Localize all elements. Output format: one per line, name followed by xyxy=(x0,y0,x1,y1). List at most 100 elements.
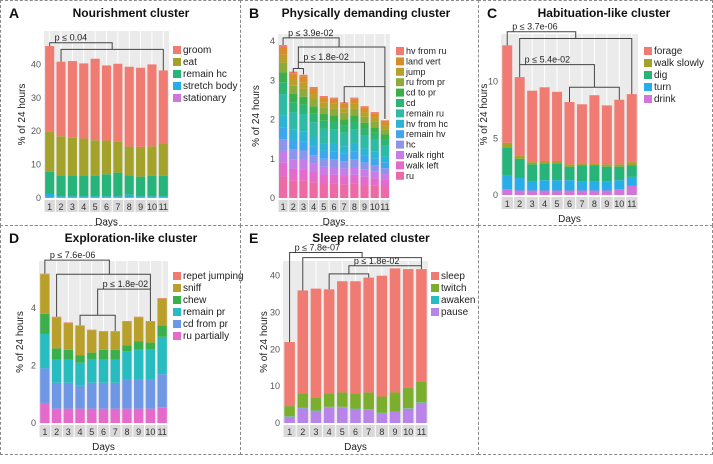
bar-segment-remain-hc xyxy=(147,175,157,197)
legend-swatch xyxy=(396,161,404,170)
bar-segment-sleep xyxy=(402,269,414,389)
bar-segment-hv-from-ru xyxy=(350,97,359,99)
bar-segment-walk-slowly xyxy=(527,162,538,165)
x-tick-label: 10 xyxy=(614,199,624,209)
bar-segment-dig xyxy=(552,163,563,181)
bar-segment-remain-ru xyxy=(329,129,339,144)
y-tick-label: 0 xyxy=(270,193,275,203)
significance-bracket xyxy=(328,273,370,290)
x-tick-box xyxy=(55,200,67,212)
bar-segment-ru-partially xyxy=(75,408,85,423)
x-tick-box xyxy=(309,200,319,212)
legend-label: drink xyxy=(654,94,677,105)
x-tick-label: 4 xyxy=(327,427,332,437)
bar-segment-hv-from-hc xyxy=(299,131,308,142)
p-value-label: p ≤ 3.9e-02 xyxy=(288,28,333,38)
bar-segment-groom xyxy=(158,70,168,144)
bar-segment-walk-right xyxy=(350,167,359,175)
legend-swatch xyxy=(644,59,652,67)
bar-segment-groom xyxy=(45,46,55,132)
x-tick-box xyxy=(323,425,336,437)
x-tick-box xyxy=(101,200,112,212)
bar-segment-cd xyxy=(370,132,379,140)
bar-segment-stationary xyxy=(136,197,146,198)
y-axis-label: % of 24 hours xyxy=(17,84,28,146)
x-tick-box xyxy=(146,200,158,212)
bar-segment-sniff xyxy=(145,321,156,343)
legend-label: turn xyxy=(654,82,671,93)
legend-label: cd xyxy=(406,98,416,108)
legend-swatch xyxy=(173,332,181,340)
bar-segment-stretch-body xyxy=(136,196,146,198)
bar-segment-remain-hv xyxy=(309,146,318,156)
p-value-label: p ≤ 0.04 xyxy=(55,33,87,43)
bar-segment-hv-from-ru xyxy=(309,86,318,89)
bar-segment-dig xyxy=(576,165,587,182)
bar-segment-jump xyxy=(350,103,359,109)
y-tick-label: 20 xyxy=(31,126,41,136)
bar-segment-walk-right xyxy=(319,166,328,175)
bar-segment-ru xyxy=(309,182,318,198)
bar-segment-chew xyxy=(122,345,132,352)
bar-segment-sleep xyxy=(376,275,388,397)
x-tick-label: 2 xyxy=(291,202,296,212)
x-tick-label: 9 xyxy=(138,202,143,212)
bar-segment-cd-from-pr xyxy=(63,382,74,409)
y-tick-label: 2 xyxy=(270,115,275,125)
x-tick-box xyxy=(526,197,538,209)
legend-label: pause xyxy=(441,307,469,318)
bar-segment-cd-to-pr xyxy=(309,106,318,114)
bar-segment-cd-from-pr xyxy=(40,368,50,403)
bar-segment-walk-slowly xyxy=(589,163,600,166)
bar-segment-repet-jumping xyxy=(133,316,144,318)
bar-segment-walk-slowly xyxy=(576,163,587,166)
bar-segment-land-vert xyxy=(370,113,379,118)
significance-bracket xyxy=(348,265,422,274)
bar-segment-stationary xyxy=(56,197,66,198)
bar-segment-stationary xyxy=(124,197,134,198)
bar-segment-remain-hc xyxy=(56,175,66,197)
x-tick-label: 9 xyxy=(604,199,609,209)
legend-swatch xyxy=(431,296,439,304)
bar-segment-hc xyxy=(370,165,379,172)
bar-segment-ru xyxy=(329,183,339,198)
bar-segment-walk-right xyxy=(360,169,369,177)
bar-segment-turn xyxy=(527,181,538,191)
bar-segment-remain-ru xyxy=(299,114,308,132)
x-tick-box xyxy=(121,425,133,437)
bar-segment-groom xyxy=(147,64,157,147)
legend-label: remain ru xyxy=(406,108,444,118)
x-tick-label: 9 xyxy=(136,427,141,437)
x-tick-box xyxy=(336,425,349,437)
bar-segment-walk-slowly xyxy=(502,142,513,148)
bar-segment-sniff xyxy=(40,274,50,314)
x-tick-label: 6 xyxy=(104,202,109,212)
bar-segment-pause xyxy=(350,409,361,423)
bar-segment-walk-left xyxy=(360,176,369,186)
y-tick-label: 30 xyxy=(270,308,280,318)
bar-segment-remain-ru xyxy=(289,112,298,130)
panel-empty xyxy=(478,225,713,455)
panel-d: D Exploration-like cluster 0 2 4 % of 24 hour… xyxy=(0,225,244,455)
bar-segment-cd-to-pr xyxy=(299,96,308,105)
bar-segment-cd-from-pr xyxy=(122,379,132,409)
x-tick-label: 4 xyxy=(311,202,316,212)
legend-label: stationary xyxy=(183,93,226,104)
legend-swatch xyxy=(396,140,404,149)
bar-segment-hc xyxy=(279,139,288,151)
legend-swatch xyxy=(431,308,439,316)
bar-segment-stretch-body xyxy=(101,196,112,198)
bar-segment-jump xyxy=(370,117,379,122)
bar-segment-eat xyxy=(45,131,55,172)
bar-segment-ru-partially xyxy=(157,407,167,423)
x-tick-box xyxy=(613,197,626,209)
bar-segment-walk-left xyxy=(340,176,349,185)
bar-segment-drink xyxy=(601,190,612,195)
bar-segment-remain-hc xyxy=(45,171,55,194)
legend-swatch xyxy=(173,284,181,292)
bar-segment-cd-to-pr xyxy=(329,115,339,122)
x-tick-label: 9 xyxy=(393,427,398,437)
bar-segment-stretch-body xyxy=(56,196,66,198)
bar-segment-cd-to-pr xyxy=(340,119,349,126)
bar-segment-hc xyxy=(299,150,308,160)
